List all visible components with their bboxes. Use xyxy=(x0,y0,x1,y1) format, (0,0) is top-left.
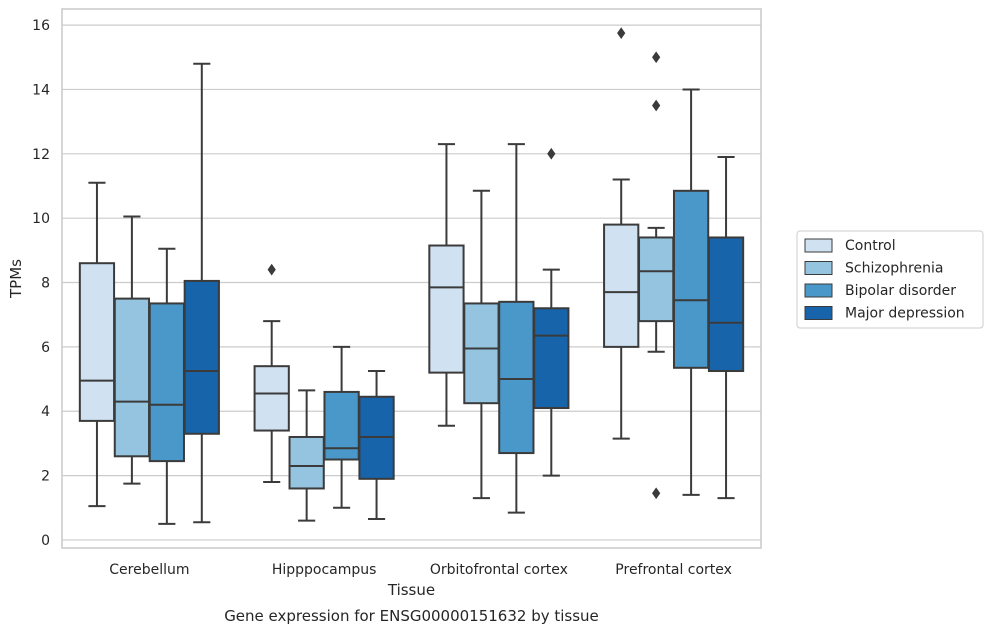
x-tick-label: Hipppocampus xyxy=(272,562,377,578)
box-major-depression xyxy=(533,147,570,477)
legend-label: Bipolar disorder xyxy=(845,283,956,299)
y-tick-label: 6 xyxy=(41,340,50,356)
outlier-point xyxy=(617,27,626,40)
box-major-depression xyxy=(183,62,220,524)
outlier-point xyxy=(652,51,661,64)
box-bipolar-disorder xyxy=(148,247,185,525)
box-groups xyxy=(78,27,745,525)
box-schizophrenia xyxy=(463,189,500,500)
x-tick-label: Cerebellum xyxy=(109,562,189,578)
box-control xyxy=(78,181,116,508)
box-schizophrenia xyxy=(288,389,325,522)
y-axis-title: TPMs xyxy=(7,259,25,299)
y-tick-label: 14 xyxy=(32,82,50,98)
legend-swatch xyxy=(804,261,833,275)
legend-swatch xyxy=(804,306,833,320)
outlier-point xyxy=(652,487,661,500)
box-control xyxy=(603,27,640,440)
box-major-depression xyxy=(358,370,395,521)
box-body xyxy=(323,390,360,461)
box-body xyxy=(672,189,710,369)
box-body xyxy=(253,365,290,432)
box-body xyxy=(498,300,535,455)
box-body xyxy=(183,279,220,435)
y-tick-label: 4 xyxy=(41,404,50,420)
legend-label: Major depression xyxy=(845,306,965,322)
x-axis-title: Tissue xyxy=(387,581,435,599)
y-tick-label: 16 xyxy=(32,18,50,34)
box-body xyxy=(707,236,745,373)
box-body xyxy=(428,244,465,374)
legend-frame xyxy=(796,230,984,329)
box-body xyxy=(78,262,116,422)
box-schizophrenia xyxy=(113,215,151,485)
outlier-point xyxy=(652,99,661,112)
box-bipolar-disorder xyxy=(323,345,360,509)
legend-label: Control xyxy=(845,238,896,254)
box-bipolar-disorder xyxy=(498,143,535,514)
legend-label: Schizophrenia xyxy=(845,261,943,277)
legend: Control Schizophrenia Bipolar disorder Majo… xyxy=(796,230,984,329)
box-body xyxy=(533,307,570,410)
legend-swatch xyxy=(804,238,833,253)
box-body xyxy=(113,297,151,458)
figure-caption: Gene expression for ENSG00000151632 by t… xyxy=(224,607,599,625)
y-tick-label: 0 xyxy=(41,533,50,549)
outlier-point xyxy=(267,263,276,276)
y-tick-label: 12 xyxy=(32,147,50,163)
y-tick-label: 10 xyxy=(32,211,50,227)
box-body xyxy=(288,435,325,490)
box-body xyxy=(603,223,640,348)
y-tick-labels: 0 2 4 6 8 10 12 14 16 xyxy=(32,18,50,549)
box-body xyxy=(463,302,500,405)
plot-frame xyxy=(61,8,762,549)
x-tick-label: Prefrontal cortex xyxy=(615,562,732,578)
x-tick-label: Orbitofrontal cortex xyxy=(430,562,568,578)
box-body xyxy=(148,302,185,463)
box-body xyxy=(638,236,675,323)
y-tick-label: 8 xyxy=(41,276,50,292)
y-tick-label: 2 xyxy=(41,469,50,485)
x-tick-labels: Cerebellum Hipppocampus Orbitofrontal cort… xyxy=(109,562,732,578)
box-bipolar-disorder xyxy=(672,88,710,496)
outlier-point xyxy=(547,147,556,160)
box-schizophrenia xyxy=(638,51,675,500)
box-control xyxy=(253,263,290,484)
legend-swatch xyxy=(804,283,833,298)
box-major-depression xyxy=(707,156,745,500)
